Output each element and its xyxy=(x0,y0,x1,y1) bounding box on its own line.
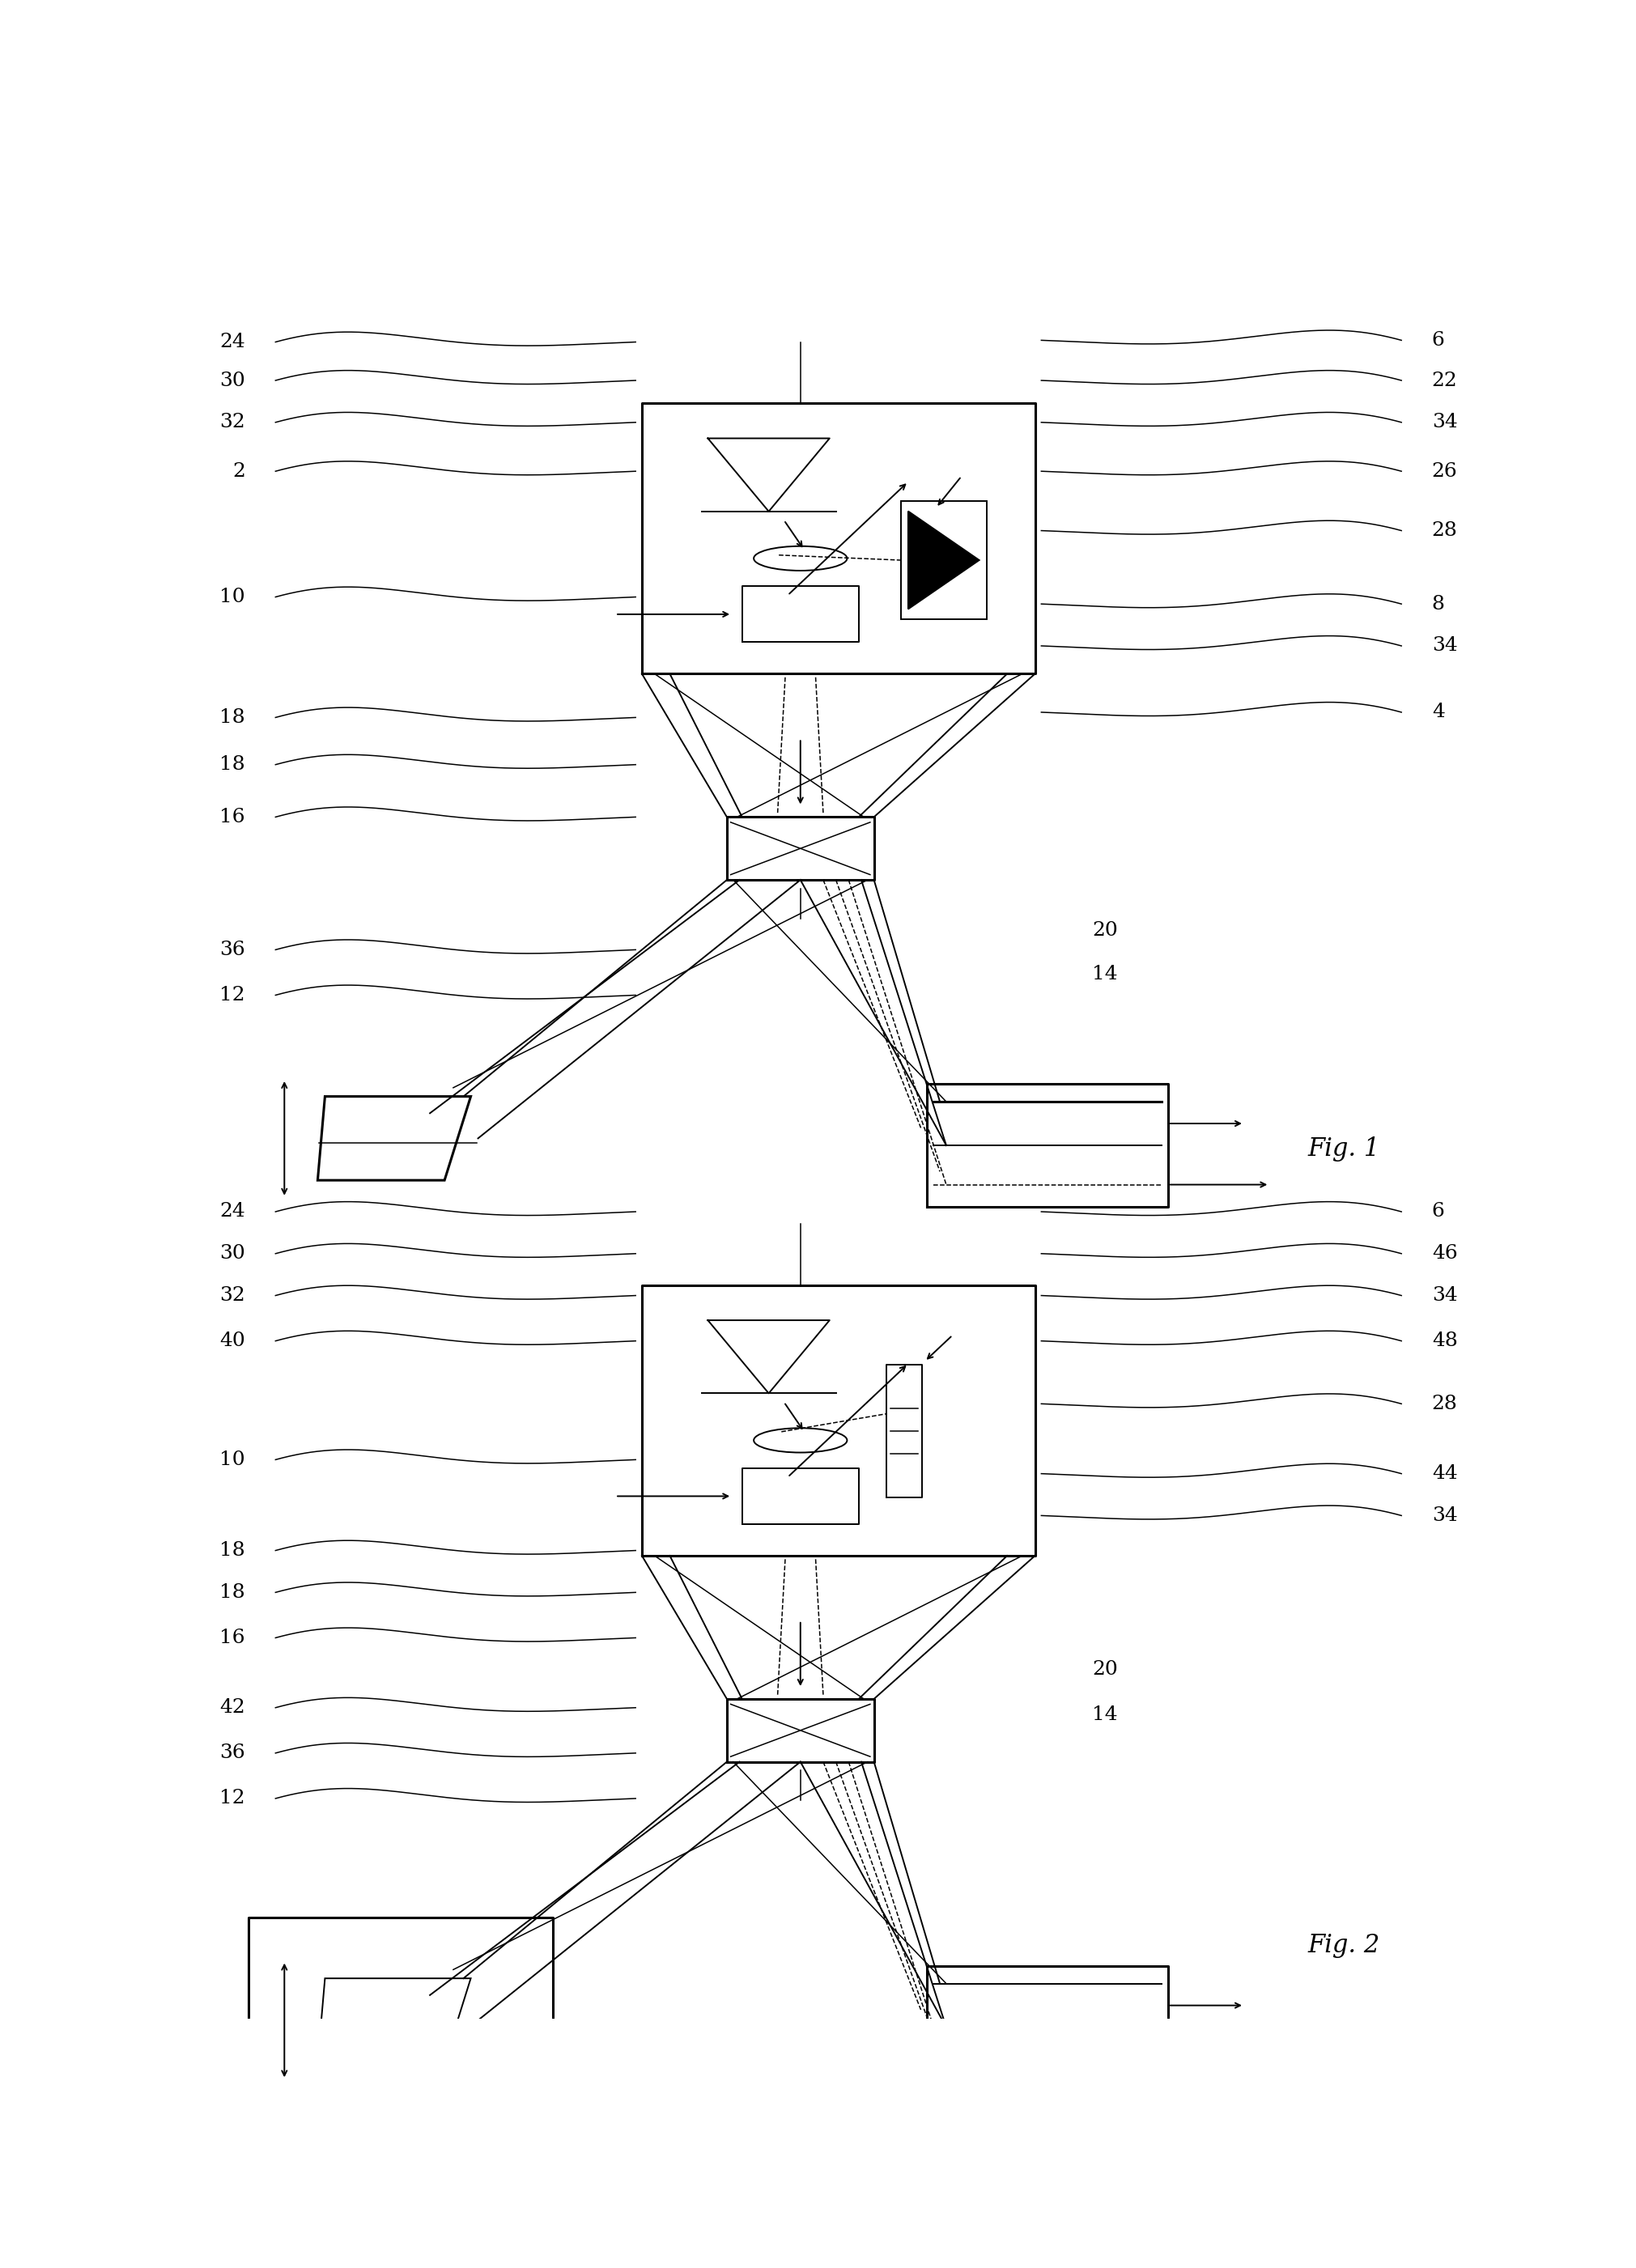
Text: 40: 40 xyxy=(219,1331,245,1349)
Text: 32: 32 xyxy=(219,413,245,431)
Text: 24: 24 xyxy=(219,333,245,352)
Text: 12: 12 xyxy=(219,987,245,1005)
Text: 34: 34 xyxy=(1432,1506,1458,1524)
Text: 4: 4 xyxy=(1432,703,1445,721)
Text: 34: 34 xyxy=(1432,637,1458,655)
Text: 10: 10 xyxy=(219,1449,245,1470)
Text: 16: 16 xyxy=(219,1628,245,1647)
Polygon shape xyxy=(908,510,980,610)
Text: 2: 2 xyxy=(232,463,245,481)
Text: 14: 14 xyxy=(1093,964,1117,984)
Text: 28: 28 xyxy=(1432,1395,1458,1413)
Text: 24: 24 xyxy=(219,1202,245,1220)
Text: 30: 30 xyxy=(219,372,245,390)
Text: 32: 32 xyxy=(219,1286,245,1304)
Text: 46: 46 xyxy=(1432,1245,1458,1263)
Text: 16: 16 xyxy=(219,807,245,826)
Text: 42: 42 xyxy=(219,1699,245,1717)
Text: 48: 48 xyxy=(1432,1331,1458,1349)
Text: 22: 22 xyxy=(1432,372,1458,390)
Text: 6: 6 xyxy=(1432,331,1445,349)
Text: 18: 18 xyxy=(219,755,245,773)
Text: 10: 10 xyxy=(219,587,245,606)
Text: 8: 8 xyxy=(1432,594,1445,612)
Text: 20: 20 xyxy=(1093,1660,1117,1678)
Text: 18: 18 xyxy=(219,708,245,726)
Text: 20: 20 xyxy=(1093,921,1117,939)
Text: 6: 6 xyxy=(1432,1202,1445,1220)
Bar xyxy=(900,501,987,619)
Text: 36: 36 xyxy=(219,941,245,959)
Text: Fig. 2: Fig. 2 xyxy=(1307,1932,1379,1957)
Text: 14: 14 xyxy=(1093,1706,1117,1724)
Text: 26: 26 xyxy=(1432,463,1458,481)
Text: 18: 18 xyxy=(219,1542,245,1560)
Text: 28: 28 xyxy=(1432,522,1458,540)
Text: 36: 36 xyxy=(219,1744,245,1762)
Text: 12: 12 xyxy=(219,1789,245,1808)
Text: 34: 34 xyxy=(1432,1286,1458,1304)
Text: 30: 30 xyxy=(219,1245,245,1263)
Text: Fig. 1: Fig. 1 xyxy=(1307,1136,1379,1161)
Text: 34: 34 xyxy=(1432,413,1458,431)
Text: 44: 44 xyxy=(1432,1465,1458,1483)
Text: 18: 18 xyxy=(219,1583,245,1601)
